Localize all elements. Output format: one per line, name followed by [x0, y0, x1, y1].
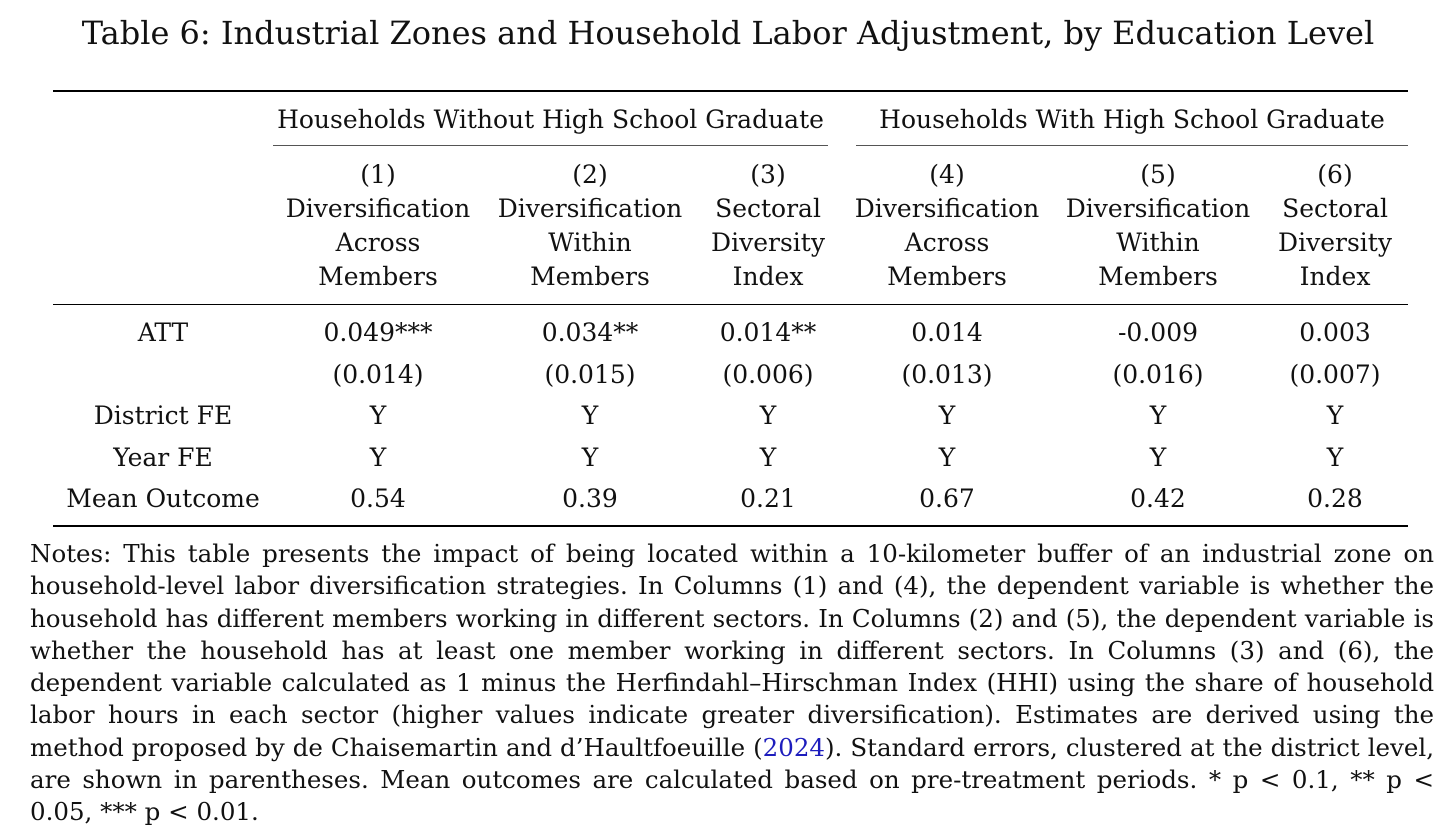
column-header-3: (3) Sectoral Diversity Index	[703, 158, 833, 294]
table-cell: (0.015)	[544, 360, 636, 389]
notes-text-continued: ). Standard errors, clustered at the dis…	[30, 732, 1434, 827]
column-title-line: Across	[335, 228, 421, 257]
table-cell: 0.014**	[719, 318, 817, 347]
table-notes: Notes: This table presents the impact of…	[30, 538, 1434, 829]
table-cell: (0.007)	[1289, 360, 1381, 389]
column-title-line: Across	[904, 228, 990, 257]
column-title-line: Members	[887, 262, 1007, 291]
table-cell: Y	[369, 443, 387, 472]
notes-text: Notes: This table presents the impact of…	[30, 539, 1434, 762]
table-cell: 0.049***	[323, 318, 433, 347]
row-label-district-fe: District FE	[93, 401, 233, 430]
table-cell: 0.28	[1307, 484, 1363, 513]
table-cell: Y	[938, 401, 956, 430]
top-rule	[53, 90, 1408, 92]
column-title-line: Diversity	[1278, 228, 1392, 257]
column-number: (3)	[750, 160, 786, 189]
column-title-line: Members	[530, 262, 650, 291]
column-title-line: Diversification	[497, 194, 683, 223]
row-label-year-fe: Year FE	[113, 443, 213, 472]
table-cell: Y	[581, 401, 599, 430]
column-title-line: Within	[1116, 228, 1200, 257]
column-title-line: Diversification	[1065, 194, 1251, 223]
column-number: (4)	[929, 160, 965, 189]
table-cell: Y	[938, 443, 956, 472]
column-title-line: Diversity	[711, 228, 825, 257]
group-header-without-hs: Households Without High School Graduate	[277, 105, 824, 134]
column-header-6: (6) Sectoral Diversity Index	[1270, 158, 1400, 294]
column-header-5: (5) Diversification Within Members	[1058, 158, 1258, 294]
table-cell: Y	[1326, 443, 1344, 472]
column-title-line: Within	[548, 228, 632, 257]
header-rule	[53, 304, 1408, 306]
column-number: (2)	[572, 160, 608, 189]
row-label-mean-outcome: Mean Outcome	[66, 484, 260, 513]
column-number: (5)	[1140, 160, 1176, 189]
column-title-line: Index	[1299, 262, 1371, 291]
table-cell: (0.014)	[332, 360, 424, 389]
bottom-rule	[53, 525, 1408, 527]
table-cell: Y	[369, 401, 387, 430]
column-header-4: (4) Diversification Across Members	[847, 158, 1047, 294]
table-cell: 0.21	[740, 484, 796, 513]
table-cell: Y	[1326, 401, 1344, 430]
column-title-line: Index	[732, 262, 804, 291]
table-cell: 0.42	[1130, 484, 1186, 513]
table-cell: 0.003	[1299, 318, 1371, 347]
row-label-att: ATT	[137, 318, 189, 347]
table-cell: (0.016)	[1112, 360, 1204, 389]
table-cell: Y	[759, 443, 777, 472]
column-title-line: Diversification	[285, 194, 471, 223]
table-cell: 0.54	[350, 484, 406, 513]
column-number: (6)	[1317, 160, 1353, 189]
table-cell: 0.67	[919, 484, 975, 513]
table-cell: Y	[759, 401, 777, 430]
column-header-2: (2) Diversification Within Members	[490, 158, 690, 294]
table-cell: (0.013)	[901, 360, 993, 389]
column-title-line: Sectoral	[1282, 194, 1388, 223]
column-header-1: (1) Diversification Across Members	[278, 158, 478, 294]
citation-link[interactable]: 2024	[762, 732, 825, 762]
column-number: (1)	[360, 160, 396, 189]
table-cell: Y	[1149, 443, 1167, 472]
table-title: Table 6: Industrial Zones and Household …	[81, 14, 1375, 52]
table-cell: Y	[1149, 401, 1167, 430]
table-cell: (0.006)	[722, 360, 814, 389]
table-cell: -0.009	[1117, 318, 1199, 347]
column-title-line: Members	[1098, 262, 1218, 291]
column-title-line: Members	[318, 262, 438, 291]
column-title-line: Diversification	[854, 194, 1040, 223]
table-cell: 0.034**	[541, 318, 639, 347]
group-rule-without-hs	[273, 145, 828, 146]
group-header-with-hs: Households With High School Graduate	[879, 105, 1385, 134]
group-rule-with-hs	[856, 145, 1408, 146]
table-cell: Y	[581, 443, 599, 472]
table-cell: 0.39	[562, 484, 618, 513]
column-title-line: Sectoral	[715, 194, 821, 223]
table-cell: 0.014	[911, 318, 983, 347]
